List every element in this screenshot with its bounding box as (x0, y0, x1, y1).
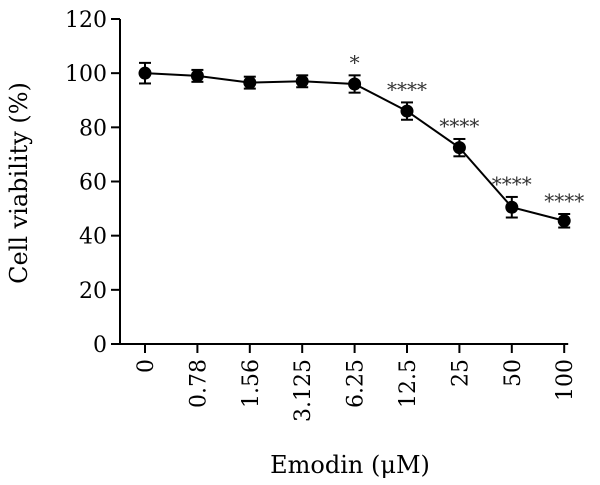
significance-label: **** (439, 114, 479, 138)
data-point (243, 76, 257, 90)
significance-label: **** (492, 172, 532, 196)
y-tick-label: 120 (65, 8, 107, 33)
data-point (190, 69, 204, 83)
axes: 0 20 40 60 80 100 120 0 0.78 1.56 3.125 6.25 12.5 25 5… (65, 8, 578, 422)
x-tick-label: 0.78 (186, 359, 211, 408)
significance-label: * (350, 50, 360, 74)
data-point (505, 200, 519, 214)
x-tick-label: 12.5 (396, 359, 421, 408)
data-point (400, 104, 414, 118)
significance-label: **** (544, 189, 584, 213)
series-line (144, 72, 565, 222)
data-point (138, 66, 152, 80)
x-tick-label: 0 (134, 359, 159, 373)
y-tick-label: 80 (79, 116, 107, 141)
x-tick-label: 100 (553, 359, 578, 401)
y-tick-label: 100 (65, 62, 107, 87)
x-tick-label: 1.56 (239, 359, 264, 408)
y-tick-label: 0 (93, 333, 107, 358)
data-point (557, 214, 571, 228)
y-tick-label: 20 (79, 279, 107, 304)
data-point (452, 141, 466, 155)
y-tick-label: 60 (79, 171, 107, 196)
x-tick-label: 6.25 (344, 359, 369, 408)
y-tick-label: 40 (79, 225, 107, 250)
x-tick-label: 25 (448, 359, 473, 387)
x-tick-label: 3.125 (291, 359, 316, 422)
significance-label: **** (387, 77, 427, 101)
x-axis-title: Emodin (μM) (270, 451, 430, 479)
y-axis-title: Cell viability (%) (5, 82, 33, 284)
data-point (295, 74, 309, 88)
x-tick-label: 50 (501, 359, 526, 387)
chart-marks: ***************** (138, 50, 584, 229)
data-point (348, 77, 362, 91)
